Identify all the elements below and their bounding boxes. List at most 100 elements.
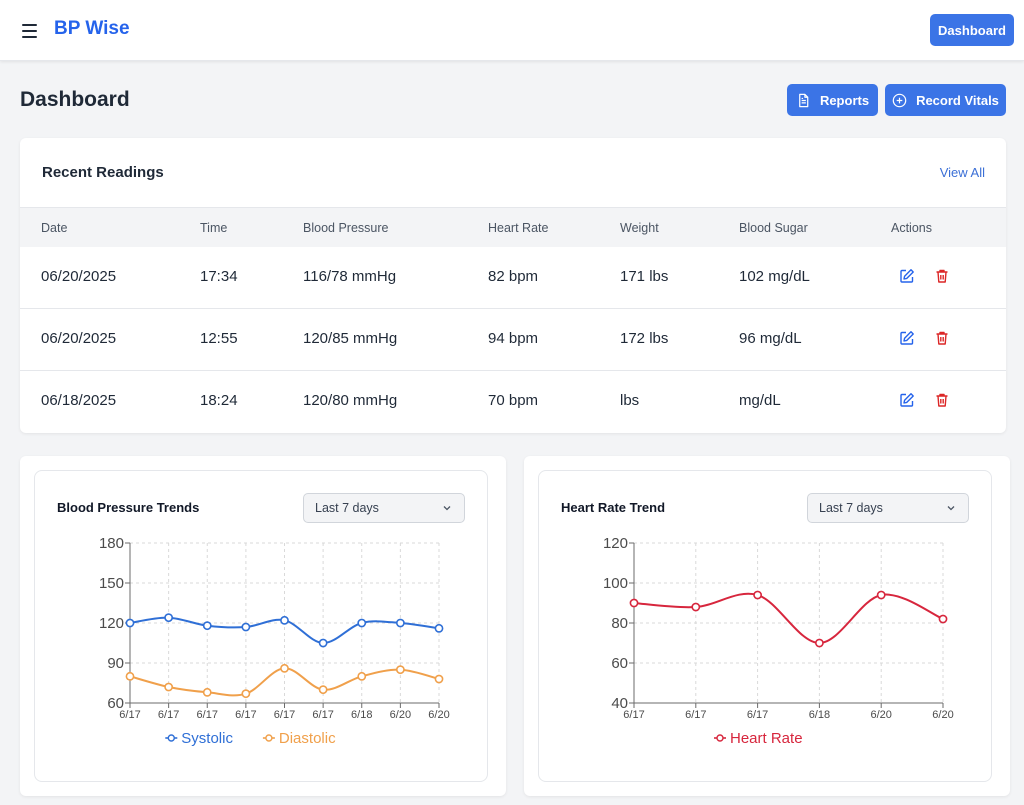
bp-range-value: Last 7 days xyxy=(315,501,379,515)
edit-icon[interactable] xyxy=(899,392,915,408)
x-tick-label: 6/20 xyxy=(870,709,891,721)
data-point xyxy=(318,638,328,648)
table-row: 06/18/2025 18:24 120/80 mmHg 70 bpm lbs … xyxy=(20,371,1006,433)
x-tick-label: 6/17 xyxy=(119,709,140,721)
recent-readings-card: Recent Readings View All Date Time Blood… xyxy=(20,138,1006,433)
data-point xyxy=(241,622,251,632)
column-header-blood-pressure: Blood Pressure xyxy=(303,221,389,235)
page-title: Dashboard xyxy=(20,88,130,111)
record-vitals-button[interactable]: Record Vitals xyxy=(885,84,1006,116)
bp-range-select[interactable]: Last 7 days xyxy=(303,493,465,523)
legend-marker-icon xyxy=(265,734,273,742)
cell-weight: 171 lbs xyxy=(620,268,669,285)
column-header-actions: Actions xyxy=(891,221,932,235)
data-point xyxy=(164,682,174,692)
view-all-link[interactable]: View All xyxy=(939,165,985,180)
data-point xyxy=(202,687,212,697)
x-tick-label: 6/17 xyxy=(747,709,768,721)
hr-chart-card: Heart Rate Trend Last 7 days 40 60 80 100 12… xyxy=(524,456,1010,796)
y-tick-label: 60 xyxy=(611,655,628,672)
delete-icon[interactable] xyxy=(934,330,950,346)
x-tick-label: 6/20 xyxy=(390,709,411,721)
x-tick-label: 6/20 xyxy=(428,709,449,721)
cell-blood-sugar: 96 mg/dL xyxy=(739,330,802,347)
legend-marker-icon xyxy=(716,734,724,742)
legend-marker-icon xyxy=(167,734,176,742)
column-header-weight: Weight xyxy=(620,221,659,235)
y-tick-label: 120 xyxy=(603,535,628,552)
cell-time: 17:34 xyxy=(200,268,238,285)
legend-label: Systolic xyxy=(181,730,233,747)
data-point xyxy=(434,623,444,633)
delete-icon[interactable] xyxy=(934,392,950,408)
cell-blood-pressure: 120/85 mmHg xyxy=(303,330,398,347)
column-header-heart-rate: Heart Rate xyxy=(488,221,549,235)
column-header-date: Date xyxy=(41,221,68,235)
data-point xyxy=(125,618,135,628)
x-tick-label: 6/17 xyxy=(312,709,333,721)
data-point xyxy=(876,590,886,600)
data-point xyxy=(125,671,135,681)
edit-icon[interactable] xyxy=(899,330,915,346)
cell-blood-sugar: mg/dL xyxy=(739,392,781,409)
cell-blood-sugar: 102 mg/dL xyxy=(739,268,810,285)
x-tick-label: 6/17 xyxy=(623,709,644,721)
hr-range-value: Last 7 days xyxy=(819,501,883,515)
cell-weight: lbs xyxy=(620,392,640,409)
bp-line-chart: 60 90 120 150 180 6/17 6/17 6/17 6/17 6/17 6/17 6/1… xyxy=(99,535,450,747)
cell-time: 12:55 xyxy=(200,330,238,347)
edit-icon[interactable] xyxy=(899,268,915,284)
data-point xyxy=(629,598,639,608)
cell-blood-pressure: 120/80 mmHg xyxy=(303,392,398,409)
hamburger-menu-icon[interactable] xyxy=(18,19,42,43)
hr-range-select[interactable]: Last 7 days xyxy=(807,493,969,523)
y-tick-label: 40 xyxy=(611,695,628,712)
cell-time: 18:24 xyxy=(200,392,238,409)
cell-blood-pressure: 116/78 mmHg xyxy=(303,268,397,285)
cell-date: 06/20/2025 xyxy=(41,330,117,347)
data-point xyxy=(753,590,762,600)
delete-icon[interactable] xyxy=(934,268,950,284)
bp-chart-title: Blood Pressure Trends xyxy=(57,500,200,515)
series-line xyxy=(633,592,944,645)
column-header-time: Time xyxy=(200,221,228,235)
legend-label: Heart Rate xyxy=(730,730,803,747)
data-point xyxy=(280,663,289,673)
cell-weight: 172 lbs xyxy=(620,330,669,347)
recent-readings-title: Recent Readings xyxy=(42,164,164,181)
y-tick-label: 180 xyxy=(99,535,124,552)
data-point xyxy=(395,665,405,675)
reports-button[interactable]: Reports xyxy=(787,84,878,116)
data-point xyxy=(691,602,701,612)
plus-circle-icon xyxy=(892,93,907,107)
chevron-down-icon xyxy=(443,506,451,511)
x-tick-label: 6/18 xyxy=(809,709,830,721)
chevron-down-icon xyxy=(947,506,955,511)
hr-chart-panel: Heart Rate Trend Last 7 days 40 60 80 100 12… xyxy=(538,470,992,782)
data-point xyxy=(164,613,174,623)
data-point xyxy=(357,671,367,681)
data-point xyxy=(814,638,824,648)
table-header: Date Time Blood Pressure Heart Rate Weig… xyxy=(20,207,1006,247)
data-point xyxy=(241,689,251,699)
x-tick-label: 6/17 xyxy=(235,709,256,721)
data-point xyxy=(280,615,289,625)
y-tick-label: 100 xyxy=(603,575,628,592)
document-icon xyxy=(799,93,809,107)
data-point xyxy=(434,674,444,684)
y-tick-label: 150 xyxy=(99,575,124,592)
brand-logo[interactable]: BP Wise xyxy=(54,18,130,39)
x-tick-label: 6/17 xyxy=(158,709,179,721)
cell-date: 06/18/2025 xyxy=(41,392,117,409)
y-tick-label: 120 xyxy=(99,615,124,632)
data-point xyxy=(938,614,948,624)
x-tick-label: 6/18 xyxy=(351,709,372,721)
x-tick-label: 6/17 xyxy=(197,709,218,721)
table-row: 06/20/2025 12:55 120/85 mmHg 94 bpm 172 … xyxy=(20,309,1006,371)
y-tick-label: 90 xyxy=(107,655,124,672)
hr-chart-title: Heart Rate Trend xyxy=(561,500,666,515)
reports-button-label: Reports xyxy=(819,92,870,108)
data-point xyxy=(395,618,405,628)
legend-label: Diastolic xyxy=(279,730,336,747)
dashboard-nav-button[interactable]: Dashboard xyxy=(930,14,1014,46)
